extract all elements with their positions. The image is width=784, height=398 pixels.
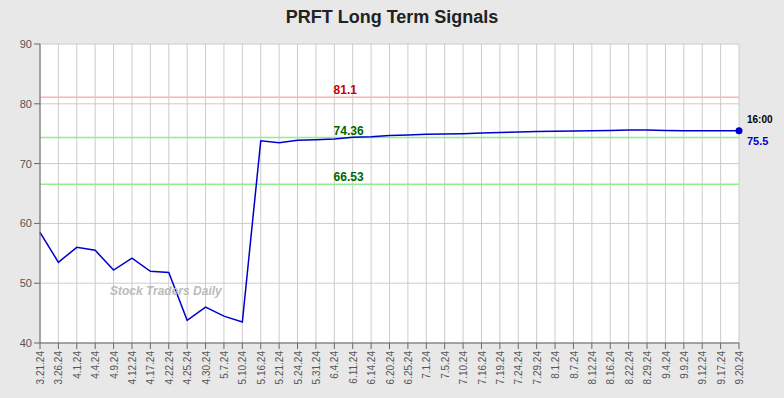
svg-text:50: 50 <box>20 277 32 289</box>
html-text:Stock Traders Daily: Stock Traders Daily <box>109 284 222 299</box>
svg-text:6.25.24: 6.25.24 <box>403 351 414 385</box>
svg-text:3.26.24: 3.26.24 <box>53 351 64 385</box>
svg-text:40: 40 <box>20 337 32 349</box>
svg-text:90: 90 <box>20 38 32 50</box>
svg-text:5.7.24: 5.7.24 <box>219 351 230 379</box>
svg-text:5.21.24: 5.21.24 <box>274 351 285 385</box>
svg-text:3.21.24: 3.21.24 <box>35 351 46 385</box>
svg-text:7.10.24: 7.10.24 <box>458 351 469 385</box>
svg-text:66.53: 66.53 <box>334 170 364 184</box>
svg-text:7.16.24: 7.16.24 <box>477 351 488 385</box>
svg-text:9.12.24: 9.12.24 <box>697 351 708 385</box>
svg-text:4.12.24: 4.12.24 <box>127 351 138 385</box>
svg-text:4.4.24: 4.4.24 <box>90 351 101 379</box>
svg-text:80: 80 <box>20 98 32 110</box>
svg-text:4.9.24: 4.9.24 <box>109 351 120 379</box>
svg-text:4.22.24: 4.22.24 <box>164 351 175 385</box>
svg-text:5.10.24: 5.10.24 <box>237 351 248 385</box>
svg-text:5.24.24: 5.24.24 <box>293 351 304 385</box>
svg-text:75.5: 75.5 <box>747 135 768 147</box>
svg-text:6.14.24: 6.14.24 <box>366 351 377 385</box>
html-text:PRFT Long Term Signals: PRFT Long Term Signals <box>285 7 499 27</box>
svg-text:70: 70 <box>20 158 32 170</box>
svg-text:74.36: 74.36 <box>334 124 364 138</box>
svg-text:16:00: 16:00 <box>747 114 773 125</box>
svg-text:8.7.24: 8.7.24 <box>569 351 580 379</box>
svg-text:7.24.24: 7.24.24 <box>513 351 524 385</box>
svg-text:9.9.24: 9.9.24 <box>679 351 690 379</box>
svg-text:6.11.24: 6.11.24 <box>348 351 359 384</box>
svg-text:8.29.24: 8.29.24 <box>642 351 653 385</box>
svg-text:9.4.24: 9.4.24 <box>661 351 672 379</box>
svg-text:7.19.24: 7.19.24 <box>495 351 506 385</box>
svg-text:4.17.24: 4.17.24 <box>145 351 156 385</box>
svg-text:5.31.24: 5.31.24 <box>311 351 322 385</box>
svg-text:6.4.24: 6.4.24 <box>329 351 340 379</box>
svg-text:6.20.24: 6.20.24 <box>385 351 396 385</box>
svg-text:9.20.24: 9.20.24 <box>734 351 745 385</box>
svg-text:8.12.24: 8.12.24 <box>587 351 598 385</box>
svg-text:4.25.24: 4.25.24 <box>182 351 193 385</box>
svg-text:60: 60 <box>20 217 32 229</box>
svg-text:5.16.24: 5.16.24 <box>256 351 267 385</box>
svg-text:9.17.24: 9.17.24 <box>716 351 727 385</box>
svg-text:8.16.24: 8.16.24 <box>605 351 616 385</box>
svg-text:81.1: 81.1 <box>334 83 358 97</box>
svg-text:4.30.24: 4.30.24 <box>201 351 212 385</box>
svg-text:8.1.24: 8.1.24 <box>550 351 561 379</box>
svg-text:7.29.24: 7.29.24 <box>532 351 543 385</box>
svg-text:7.5.24: 7.5.24 <box>440 351 451 379</box>
svg-text:8.22.24: 8.22.24 <box>624 351 635 385</box>
svg-text:4.1.24: 4.1.24 <box>72 351 83 379</box>
svg-text:7.1.24: 7.1.24 <box>421 351 432 379</box>
